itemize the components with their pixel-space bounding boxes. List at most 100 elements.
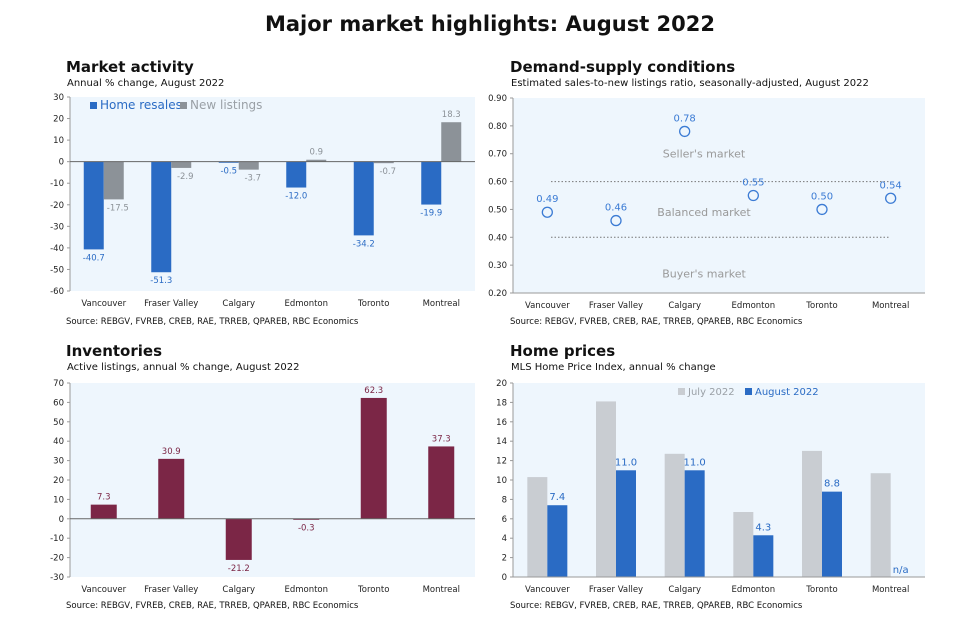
bar	[596, 401, 616, 577]
home-prices-title: Home prices	[510, 342, 616, 360]
bar	[286, 161, 307, 188]
bar	[684, 470, 705, 577]
y-tick-label: 0.20	[488, 289, 507, 299]
data-label: 11.0	[684, 457, 706, 468]
bar	[103, 161, 124, 200]
legend-swatch	[180, 102, 187, 109]
x-tick-label: Toronto	[805, 585, 837, 595]
y-tick-label: -30	[50, 222, 64, 232]
bar	[158, 458, 185, 519]
data-point	[610, 214, 622, 227]
bar	[171, 161, 192, 168]
zone-label: Buyer's market	[662, 268, 746, 281]
x-tick-label: Vancouver	[525, 301, 570, 311]
demand-supply-subtitle: Estimated sales-to-new listings ratio, s…	[511, 78, 869, 89]
y-tick-label: 20	[53, 115, 64, 125]
y-tick-label: 10	[53, 495, 64, 505]
y-tick-label: -10	[50, 179, 64, 189]
bar	[360, 397, 387, 519]
data-label: -3.7	[244, 174, 261, 184]
x-tick-label: Calgary	[668, 301, 701, 311]
bar	[421, 161, 442, 205]
data-label: 37.3	[432, 434, 451, 444]
inventories-subtitle: Active listings, annual % change, August…	[67, 362, 300, 373]
data-label: 30.9	[162, 447, 181, 457]
home-prices-subtitle: MLS Home Price Index, annual % change	[511, 362, 716, 373]
y-tick-label: 70	[53, 379, 64, 389]
data-label: 11.0	[615, 457, 637, 468]
market-activity-source: Source: REBGV, FVREB, CREB, RAE, TRREB, …	[66, 317, 359, 327]
bar	[870, 473, 891, 577]
data-label: -0.7	[379, 167, 396, 177]
x-tick-label: Toronto	[357, 299, 389, 309]
market-activity-subtitle: Annual % change, August 2022	[67, 78, 225, 89]
y-tick-label: -40	[50, 244, 64, 254]
legend-label: July 2022	[687, 387, 735, 398]
data-point	[747, 189, 759, 202]
data-point	[679, 125, 691, 138]
y-tick-label: 0.40	[488, 233, 507, 243]
x-tick-label: Montreal	[872, 585, 909, 595]
x-tick-label: Edmonton	[284, 585, 328, 595]
bar	[83, 161, 104, 250]
y-tick-label: 6	[502, 515, 507, 525]
zone-label: Balanced market	[657, 206, 751, 219]
bar	[218, 161, 239, 163]
y-tick-label: 30	[53, 93, 64, 103]
x-tick-label: Vancouver	[81, 585, 126, 595]
data-label: -0.3	[298, 523, 315, 533]
y-tick-label: 0.50	[488, 205, 507, 215]
bar	[306, 159, 327, 162]
y-tick-label: 0	[59, 158, 64, 168]
bar	[733, 512, 754, 577]
bar	[428, 446, 455, 519]
x-tick-label: Montreal	[423, 585, 460, 595]
data-label: 0.55	[742, 178, 764, 189]
y-tick-label: 40	[53, 437, 64, 447]
y-tick-label: 20	[53, 476, 64, 486]
x-tick-label: Vancouver	[81, 299, 126, 309]
legend-swatch	[90, 102, 97, 109]
x-tick-label: Edmonton	[284, 299, 328, 309]
data-label: 0.9	[309, 148, 323, 158]
bar	[151, 161, 172, 273]
data-point	[541, 206, 553, 218]
legend-label: August 2022	[755, 387, 819, 398]
bar	[441, 122, 462, 162]
y-tick-label: 60	[53, 398, 64, 408]
market-activity-title: Market activity	[66, 58, 194, 76]
data-label: -2.9	[177, 172, 194, 182]
data-label: -19.9	[420, 209, 442, 219]
y-tick-label: 50	[53, 418, 64, 428]
data-label: -21.2	[228, 564, 250, 574]
data-label: 7.3	[97, 493, 111, 503]
legend-swatch	[678, 388, 685, 395]
y-tick-label: 8	[502, 495, 507, 505]
home-prices-source: Source: REBGV, FVREB, CREB, RAE, TRREB, …	[510, 601, 803, 611]
data-label: -17.5	[107, 203, 129, 213]
bar	[822, 491, 842, 577]
x-tick-label: Vancouver	[525, 585, 570, 595]
x-tick-label: Calgary	[222, 299, 255, 309]
bar	[373, 161, 394, 164]
data-label: 7.4	[549, 492, 565, 503]
demand-supply-title: Demand-supply conditions	[510, 58, 736, 76]
data-label: n/a	[893, 565, 909, 576]
x-tick-label: Fraser Valley	[589, 585, 643, 595]
bar	[527, 477, 548, 577]
y-tick-label: 2	[502, 554, 507, 564]
data-label: 0.78	[674, 113, 696, 124]
bar	[547, 505, 568, 577]
y-tick-label: 30	[53, 457, 64, 467]
bar	[238, 161, 259, 170]
y-tick-label: -60	[50, 287, 64, 297]
data-label: 0.49	[536, 194, 558, 205]
data-label: -34.2	[353, 239, 375, 249]
bar	[225, 518, 252, 560]
data-label: -40.7	[83, 253, 105, 263]
x-tick-label: Edmonton	[732, 301, 776, 311]
bar	[753, 535, 774, 577]
bar	[353, 161, 374, 236]
y-tick-label: -30	[50, 573, 64, 583]
